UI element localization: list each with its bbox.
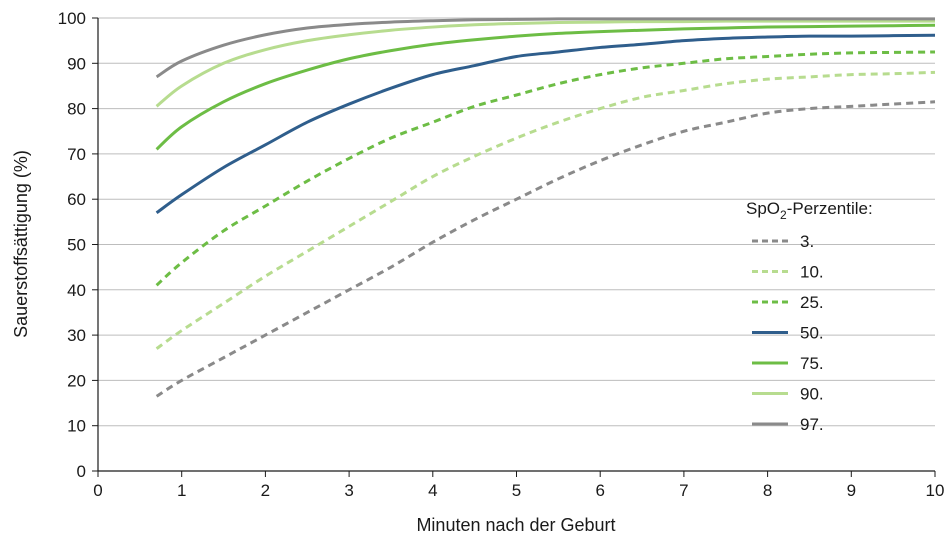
x-tick-label-6: 6 [595, 481, 604, 500]
y-tick-label-100: 100 [58, 9, 86, 28]
legend-title: SpO2-Perzentile: [746, 199, 873, 222]
legend: SpO2-Perzentile: 3. 10. 25. 50. 75. 90. 97. [746, 199, 873, 434]
y-tick-label-30: 30 [67, 326, 86, 345]
legend-label-p50: 50. [800, 324, 824, 343]
legend-title-prefix: SpO [746, 199, 780, 218]
y-axis-title: Sauerstoffsättigung (%) [11, 150, 31, 338]
legend-label-p90: 90. [800, 385, 824, 404]
x-tick-label-1: 1 [177, 481, 186, 500]
series-line-p25 [157, 52, 935, 285]
x-tick-label-8: 8 [763, 481, 772, 500]
y-tick-label-0: 0 [77, 462, 86, 481]
y-tick-label-60: 60 [67, 190, 86, 209]
x-tick-label-9: 9 [847, 481, 856, 500]
legend-label-p75: 75. [800, 354, 824, 373]
y-tick-label-50: 50 [67, 236, 86, 255]
y-tick-label-10: 10 [67, 417, 86, 436]
x-tick-label-7: 7 [679, 481, 688, 500]
x-tick-label-10: 10 [926, 481, 945, 500]
y-tick-label-90: 90 [67, 54, 86, 73]
x-tick-label-0: 0 [93, 481, 102, 500]
y-tick-label-70: 70 [67, 145, 86, 164]
series-line-p3 [157, 102, 935, 396]
x-tick-label-3: 3 [344, 481, 353, 500]
legend-title-suffix: -Perzentile: [787, 199, 873, 218]
y-tick-label-80: 80 [67, 100, 86, 119]
x-tick-label-4: 4 [428, 481, 437, 500]
series-line-p50 [157, 35, 935, 213]
y-tick-label-40: 40 [67, 281, 86, 300]
legend-label-p3: 3. [800, 232, 814, 251]
series-line-p75 [157, 25, 935, 149]
legend-label-p10: 10. [800, 263, 824, 282]
legend-items: 3. 10. 25. 50. 75. 90. 97. [752, 232, 824, 434]
legend-label-p97: 97. [800, 415, 824, 434]
x-tick-label-5: 5 [512, 481, 521, 500]
y-tick-label-20: 20 [67, 371, 86, 390]
legend-label-p25: 25. [800, 293, 824, 312]
x-tick-label-2: 2 [261, 481, 270, 500]
x-axis-title: Minuten nach der Geburt [416, 515, 615, 535]
